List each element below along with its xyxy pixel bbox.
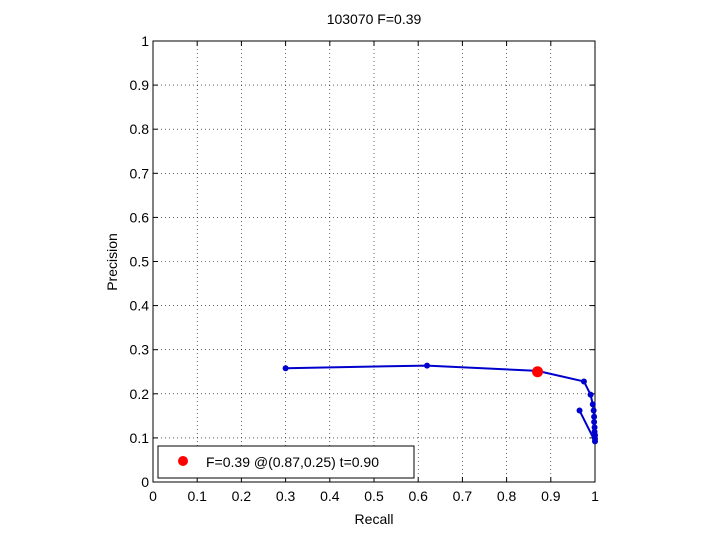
axis-tick-labels: 0 0.1 0.2 0.3 0.4 0.5 0.6 0.7 0.8 0.9 1 0 0.1 0.2 0.3 0… bbox=[130, 33, 600, 504]
pr-curve-point bbox=[591, 419, 598, 426]
y-tick-label: 0.5 bbox=[130, 254, 150, 270]
pr-curve-point bbox=[580, 378, 587, 385]
x-tick-label: 0.8 bbox=[497, 488, 517, 504]
x-tick-label: 0.4 bbox=[320, 488, 340, 504]
pr-curve-point bbox=[282, 365, 289, 372]
x-tick-label: 0.6 bbox=[408, 488, 428, 504]
pr-curve-point bbox=[587, 391, 594, 398]
y-tick-label: 0.8 bbox=[130, 121, 150, 137]
best-f-point bbox=[532, 366, 544, 378]
x-tick-label: 0.2 bbox=[232, 488, 252, 504]
legend-box bbox=[157, 445, 415, 479]
y-axis-label: Precision bbox=[104, 233, 120, 291]
y-tick-label: 0 bbox=[141, 474, 149, 490]
x-tick-label: 0 bbox=[149, 488, 157, 504]
pr-curve-point bbox=[591, 424, 598, 431]
legend: F=0.39 @(0.87,0.25) t=0.90 bbox=[157, 445, 415, 479]
pr-curve-point bbox=[591, 413, 598, 420]
pr-curve-point bbox=[590, 407, 597, 414]
pr-curve-point bbox=[576, 407, 583, 414]
x-tick-label: 0.9 bbox=[541, 488, 561, 504]
pr-curve-point bbox=[424, 362, 431, 369]
x-tick-label: 0.1 bbox=[187, 488, 207, 504]
y-tick-label: 0.2 bbox=[130, 386, 150, 402]
grid-lines bbox=[153, 41, 595, 482]
y-tick-label: 0.6 bbox=[130, 209, 150, 225]
y-tick-label: 0.1 bbox=[130, 430, 150, 446]
y-tick-label: 1 bbox=[141, 33, 149, 49]
x-tick-label: 0.7 bbox=[453, 488, 473, 504]
x-tick-label: 1 bbox=[591, 488, 599, 504]
y-tick-label: 0.3 bbox=[130, 342, 150, 358]
chart-title: 103070 F=0.39 bbox=[327, 11, 422, 27]
y-tick-label: 0.4 bbox=[130, 298, 150, 314]
pr-curve-point bbox=[589, 401, 596, 408]
legend-marker-best bbox=[178, 456, 188, 466]
legend-label: F=0.39 @(0.87,0.25) t=0.90 bbox=[206, 454, 379, 470]
x-tick-label: 0.5 bbox=[364, 488, 384, 504]
x-axis-label: Recall bbox=[355, 511, 394, 527]
x-tick-label: 0.3 bbox=[276, 488, 296, 504]
series-layer bbox=[282, 362, 598, 445]
y-tick-label: 0.7 bbox=[130, 165, 150, 181]
pr-curve-point bbox=[592, 438, 598, 445]
y-tick-label: 0.9 bbox=[130, 77, 150, 93]
